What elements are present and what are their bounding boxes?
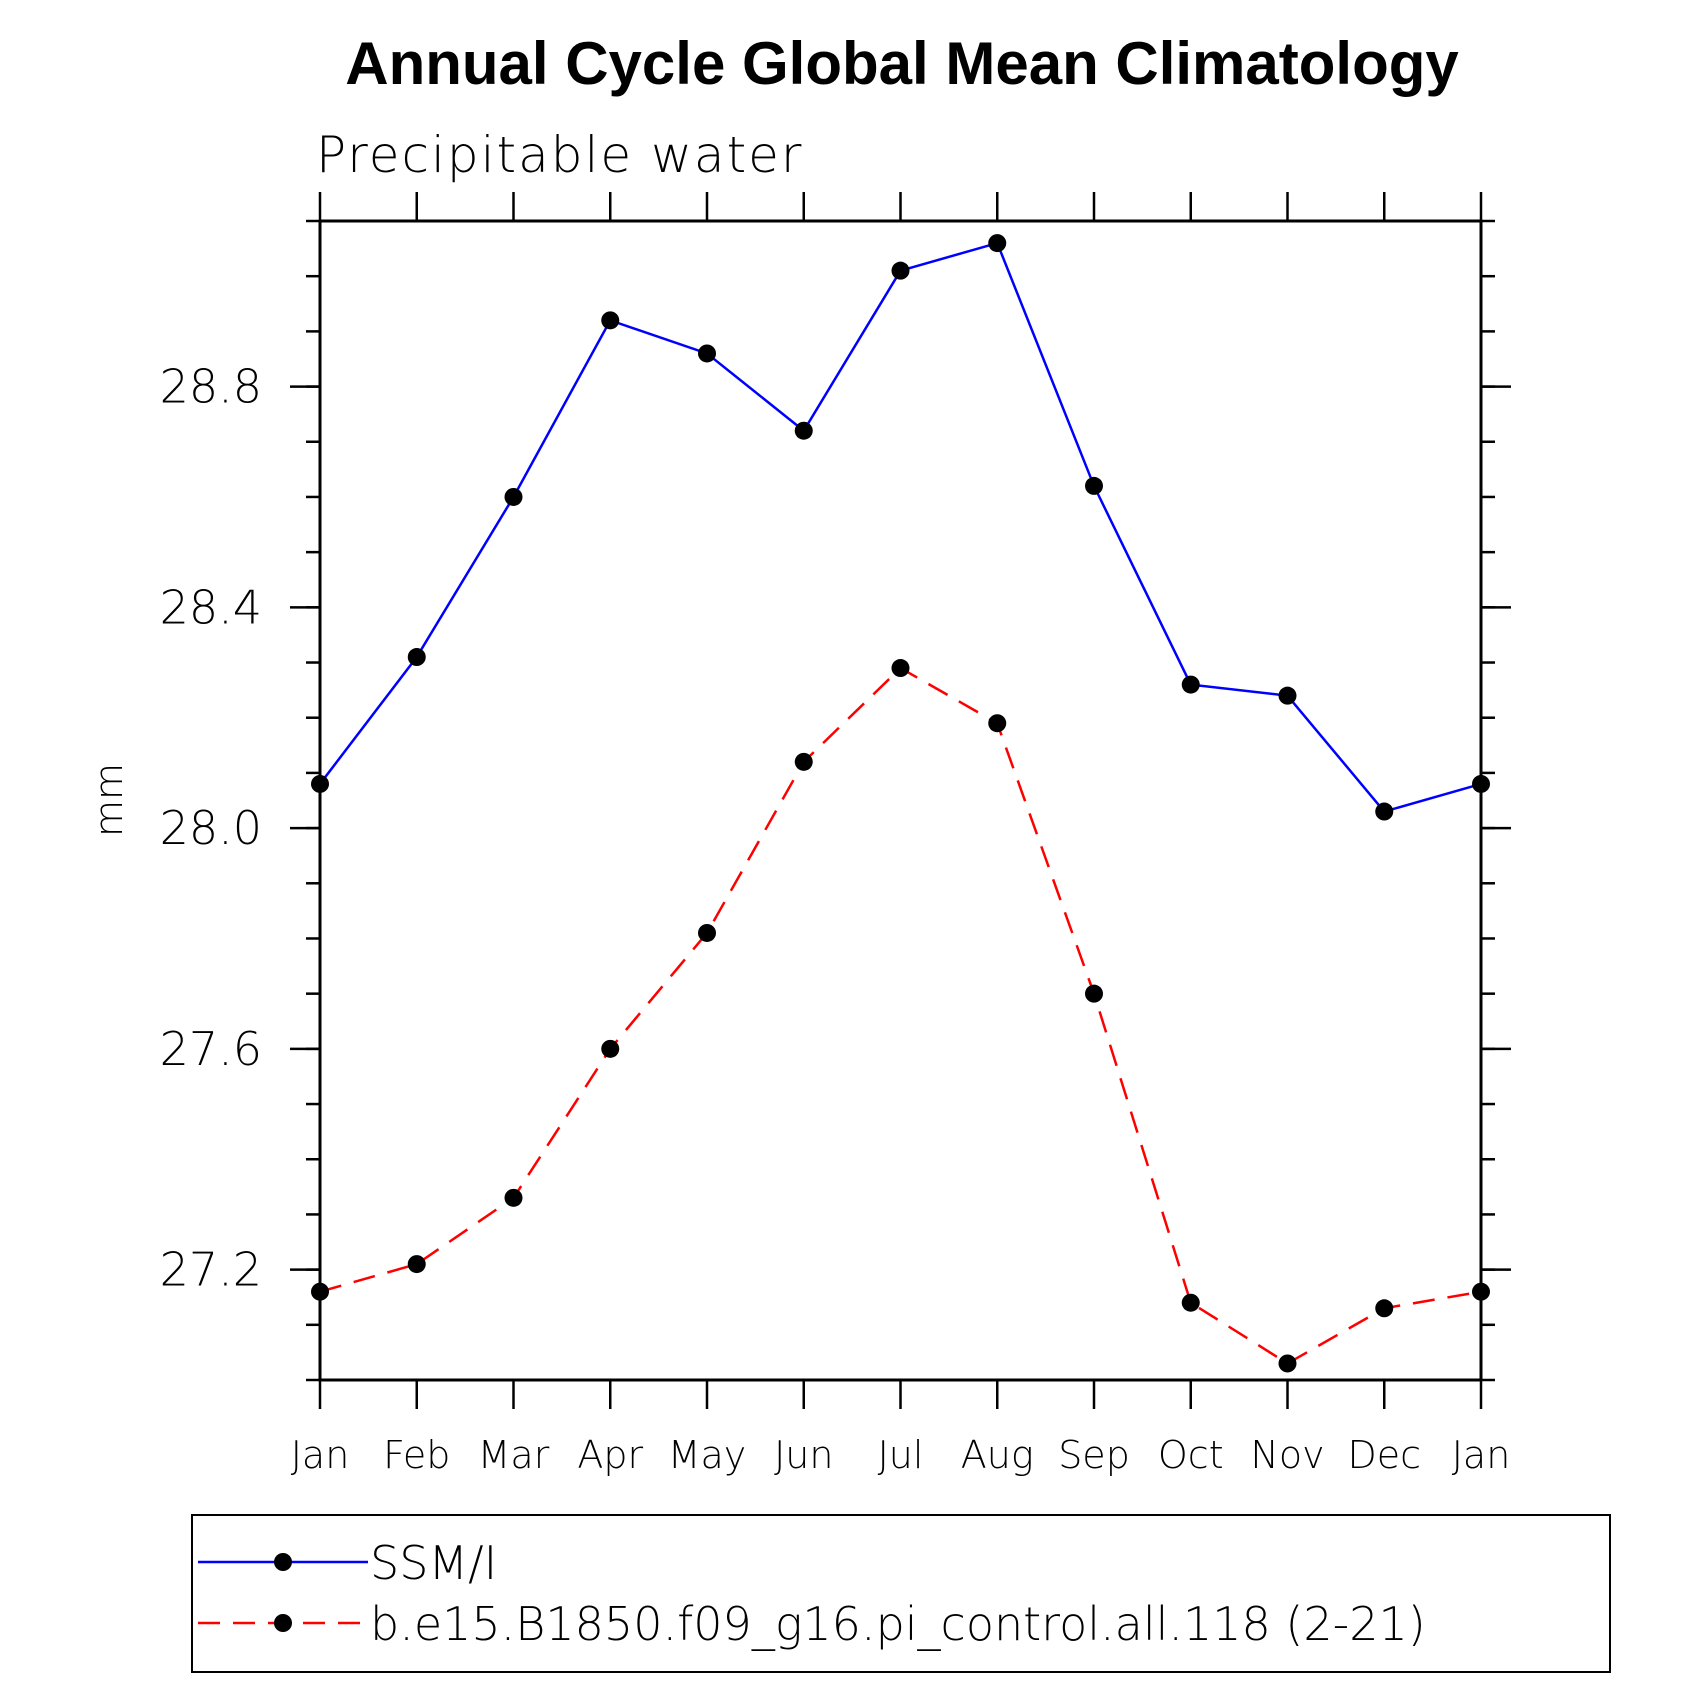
x-tick-label: Jan bbox=[1452, 1433, 1511, 1477]
data-point bbox=[1085, 984, 1103, 1003]
chart-title: Annual Cycle Global Mean Climatology bbox=[345, 30, 1459, 97]
data-point bbox=[311, 1282, 329, 1301]
x-tick-label: Feb bbox=[383, 1433, 450, 1477]
plot-frame bbox=[318, 219, 1483, 1382]
legend-box bbox=[191, 1514, 1611, 1673]
legend-label: b.e15.B1850.f09_g16.pi_control.all.118 (… bbox=[370, 1597, 1426, 1651]
data-point bbox=[1278, 1354, 1297, 1373]
x-tick-label: May bbox=[668, 1433, 747, 1477]
data-point bbox=[1278, 686, 1297, 705]
y-tick-label: 27.6 bbox=[160, 1022, 262, 1076]
legend: SSM/I b.e15.B1850.f09_g16.pi_control.all.… bbox=[191, 1514, 1611, 1673]
chart-subtitle: Precipitable water bbox=[316, 126, 804, 184]
data-point bbox=[1375, 1299, 1394, 1318]
data-point bbox=[1472, 774, 1490, 793]
y-tick-label: 28.0 bbox=[160, 801, 262, 855]
y-axis-label: mm bbox=[87, 763, 131, 837]
y-tick-label: 28.4 bbox=[160, 580, 262, 634]
data-point bbox=[601, 311, 620, 330]
series-line bbox=[319, 666, 1482, 1365]
data-point bbox=[1375, 802, 1394, 821]
y-tick-label: 27.2 bbox=[160, 1243, 262, 1297]
x-tick-label: Dec bbox=[1347, 1433, 1421, 1477]
data-point bbox=[1085, 476, 1103, 495]
x-tick-label: Jun bbox=[774, 1433, 833, 1477]
data-point bbox=[311, 774, 329, 793]
x-tick-label: Oct bbox=[1158, 1433, 1224, 1477]
legend-marker bbox=[274, 1614, 292, 1632]
data-point bbox=[1181, 675, 1200, 694]
data-point bbox=[891, 659, 910, 678]
data-point bbox=[988, 234, 1007, 253]
data-point bbox=[891, 261, 910, 280]
data-point bbox=[698, 344, 716, 363]
data-point bbox=[794, 752, 813, 771]
data-point bbox=[1472, 1282, 1490, 1301]
data-point bbox=[988, 714, 1007, 733]
y-tick-label: 28.8 bbox=[160, 360, 262, 414]
x-tick-label: Jan bbox=[291, 1433, 350, 1477]
x-tick-label: Nov bbox=[1250, 1433, 1324, 1477]
data-point bbox=[407, 648, 426, 667]
legend-label: SSM/I bbox=[370, 1536, 497, 1590]
x-tick-label: Mar bbox=[478, 1433, 550, 1477]
x-tick-label: Jul bbox=[878, 1433, 924, 1477]
data-point bbox=[794, 421, 813, 440]
series bbox=[311, 234, 1490, 1373]
x-tick-label: Aug bbox=[961, 1433, 1034, 1477]
data-point bbox=[504, 487, 523, 506]
data-point bbox=[504, 1188, 523, 1207]
data-point bbox=[698, 923, 716, 942]
data-point bbox=[407, 1255, 426, 1274]
series-line bbox=[319, 241, 1482, 813]
x-tick-label: Apr bbox=[577, 1433, 643, 1477]
ticks: Jan Feb Mar Apr May Jun Jul Aug Sep Oct Nov Dec Jan 2… bbox=[160, 192, 1511, 1477]
x-tick-label: Sep bbox=[1058, 1433, 1130, 1477]
legend-marker bbox=[274, 1553, 292, 1571]
data-point bbox=[1181, 1293, 1200, 1312]
data-point bbox=[601, 1039, 620, 1058]
